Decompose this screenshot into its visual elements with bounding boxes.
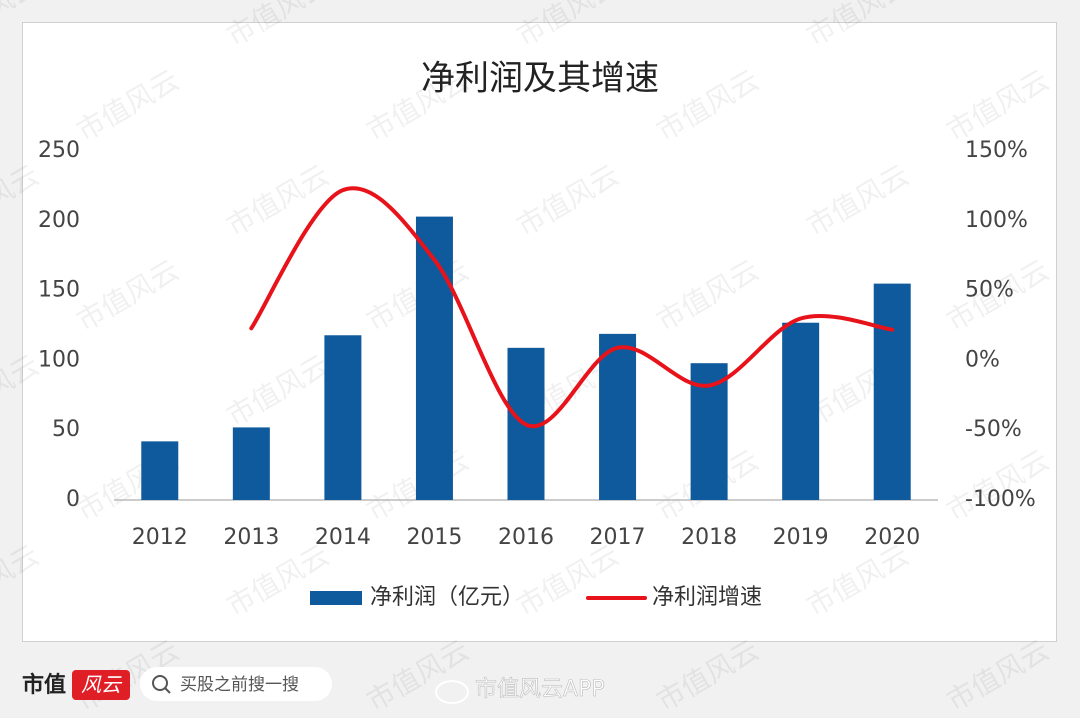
y-tick-label: 100 <box>38 347 80 372</box>
bar <box>141 441 179 500</box>
brand: 市值 <box>22 672 66 698</box>
legend-label: 净利润（亿元） <box>370 585 524 610</box>
search-icon <box>164 687 171 694</box>
x-tick-label: 2016 <box>498 525 554 550</box>
legend-label: 净利润增速 <box>652 585 762 610</box>
x-tick-label: 2015 <box>406 525 462 550</box>
y-tick-label: 0 <box>66 487 80 512</box>
y-tick-label: 150 <box>38 278 80 303</box>
brand-mark-bg <box>72 670 130 700</box>
chart-title: 净利润及其增速 <box>421 59 659 99</box>
x-tick-label: 2014 <box>315 525 371 550</box>
x-tick-label: 2017 <box>590 525 646 550</box>
x-tick-label: 2020 <box>864 525 920 550</box>
bar <box>782 322 820 500</box>
y-tick-label: 200 <box>38 208 80 233</box>
y-tick-label: 250 <box>38 138 80 163</box>
brand-mark: 风云 <box>81 673 123 697</box>
search-text: 买股之前搜一搜 <box>180 675 299 695</box>
x-tick-label: 2013 <box>223 525 279 550</box>
y2-tick-label: -100% <box>965 487 1036 512</box>
legend-swatch <box>310 591 362 605</box>
y2-tick-label: 150% <box>965 138 1028 163</box>
x-tick-label: 2018 <box>681 525 737 550</box>
y2-tick-label: 100% <box>965 208 1028 233</box>
plot: 0 50 100 150 200 250 -100% -50% 0% 50% 100% 150% 201… <box>38 138 1036 610</box>
bar <box>232 427 270 500</box>
search-box[interactable] <box>140 667 332 701</box>
y-tick-label: 50 <box>52 417 80 442</box>
search-icon <box>152 675 168 691</box>
y2-tick-label: -50% <box>965 417 1022 442</box>
weibo-icon <box>435 680 469 704</box>
bar <box>873 283 911 500</box>
bar <box>599 333 637 500</box>
source: 市值风云APP <box>475 677 605 702</box>
bar <box>415 216 453 500</box>
x-tick-label: 2012 <box>132 525 188 550</box>
bar <box>324 335 362 500</box>
y2-tick-label: 50% <box>965 278 1014 303</box>
y2-tick-label: 0% <box>965 347 1000 372</box>
x-tick-label: 2019 <box>773 525 829 550</box>
line <box>249 186 895 429</box>
